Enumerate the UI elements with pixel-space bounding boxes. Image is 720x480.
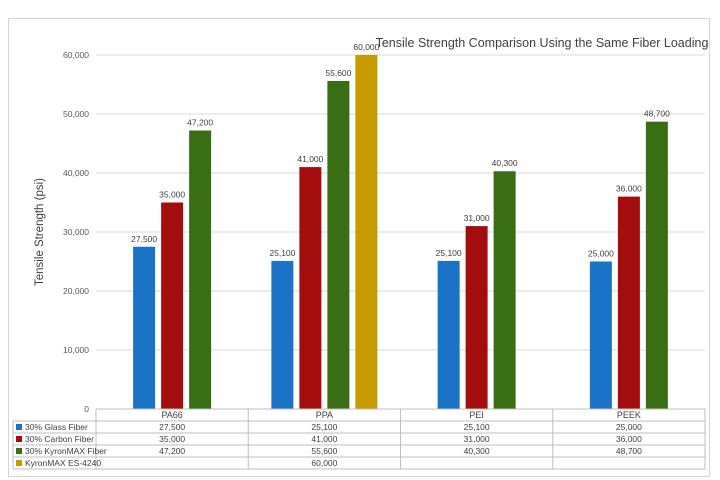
table-value: 55,600 (311, 446, 337, 456)
data-label: 60,000 (353, 42, 379, 52)
table-value: 60,000 (311, 458, 337, 468)
x-tick-label: PA66 (161, 410, 182, 420)
legend-label: 30% KyronMAX Fiber (25, 446, 107, 456)
table-value: 48,700 (616, 446, 642, 456)
chart-frame: 0 10,000 20,000 30,000 40,000 50,000 60,000 Ten… (8, 18, 710, 477)
table-value: 35,000 (159, 434, 185, 444)
data-label: 25,000 (588, 249, 614, 259)
data-label: 55,600 (325, 68, 351, 78)
data-label: 27,500 (131, 234, 157, 244)
bar (355, 55, 378, 409)
bar (465, 226, 488, 409)
table-value: 41,000 (311, 434, 337, 444)
table-value: 25,100 (311, 422, 337, 432)
legend-label: 30% Glass Fiber (25, 422, 88, 432)
legend-swatch (16, 436, 22, 442)
bar (327, 80, 350, 410)
data-label: 47,200 (187, 118, 213, 128)
data-label: 48,700 (644, 109, 670, 119)
bar (437, 260, 460, 409)
bar (589, 261, 612, 409)
bar (271, 260, 294, 409)
bar (299, 167, 322, 409)
y-tick-label: 0 (84, 404, 89, 414)
data-label: 40,300 (492, 158, 518, 168)
y-axis-label: Tensile Strength (psi) (34, 178, 46, 286)
bar (133, 246, 156, 409)
legend-swatch (16, 424, 22, 430)
legend-label: KyronMAX ES-4240 (25, 458, 101, 468)
y-tick-label: 40,000 (63, 168, 89, 178)
y-tick-label: 60,000 (63, 50, 89, 60)
table-value: 27,500 (159, 422, 185, 432)
table-value: 25,100 (464, 422, 490, 432)
table-value: 31,000 (464, 434, 490, 444)
legend-label: 30% Carbon Fiber (25, 434, 94, 444)
data-label: 36,000 (616, 184, 642, 194)
bar (617, 196, 640, 409)
table-value: 25,000 (616, 422, 642, 432)
bar-chart: 010,00020,00030,00040,00050,00060,000Ten… (12, 36, 709, 470)
y-tick-label: 20,000 (63, 286, 89, 296)
data-label: 25,100 (269, 248, 295, 258)
bar (189, 130, 212, 409)
data-label: 25,100 (436, 248, 462, 258)
y-tick-label: 50,000 (63, 109, 89, 119)
x-tick-label: PEEK (617, 410, 641, 420)
data-label: 35,000 (159, 190, 185, 200)
y-tick-label: 30,000 (63, 227, 89, 237)
legend-swatch (16, 448, 22, 454)
table-value: 47,200 (159, 446, 185, 456)
bar (161, 202, 184, 409)
table-value: 40,300 (464, 446, 490, 456)
x-tick-label: PPA (316, 410, 333, 420)
y-tick-label: 10,000 (63, 345, 89, 355)
table-value: 36,000 (616, 434, 642, 444)
legend-swatch (16, 460, 22, 466)
bar (493, 171, 516, 409)
bar (645, 121, 668, 410)
chart-title: Tensile Strength Comparison Using the Sa… (376, 36, 709, 50)
data-label: 31,000 (464, 213, 490, 223)
x-tick-label: PEI (469, 410, 484, 420)
data-label: 41,000 (297, 154, 323, 164)
